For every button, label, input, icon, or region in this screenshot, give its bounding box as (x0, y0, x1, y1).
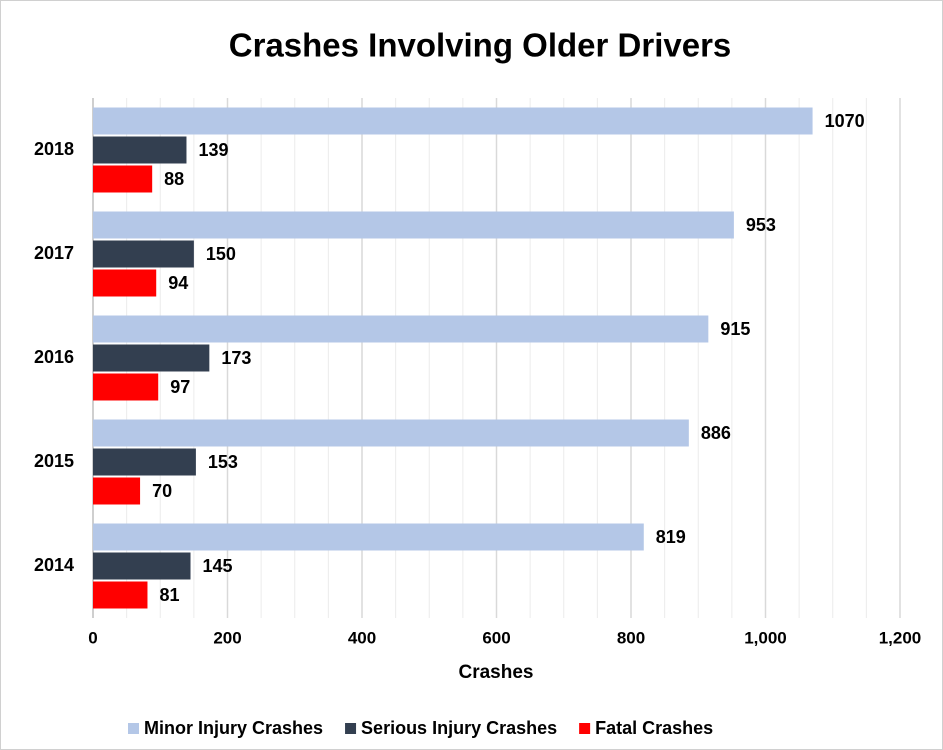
bar (93, 552, 191, 580)
x-tick-label: 1,200 (879, 628, 922, 647)
legend-swatch (128, 723, 139, 734)
data-label: 153 (208, 452, 238, 472)
bar (93, 477, 141, 505)
bar (93, 211, 734, 239)
y-tick-label: 2015 (34, 451, 74, 471)
data-label: 819 (656, 527, 686, 547)
bar (93, 315, 709, 343)
legend-label: Minor Injury Crashes (144, 718, 323, 738)
x-tick-label: 1,000 (744, 628, 787, 647)
data-label: 139 (198, 140, 228, 160)
y-tick-label: 2014 (34, 555, 74, 575)
chart-title: Crashes Involving Older Drivers (229, 27, 732, 64)
legend-label: Serious Injury Crashes (361, 718, 557, 738)
data-label: 150 (206, 244, 236, 264)
x-tick-label: 800 (617, 628, 645, 647)
bar (93, 136, 187, 164)
legend-label: Fatal Crashes (595, 718, 713, 738)
data-label: 70 (152, 481, 172, 501)
y-tick-label: 2016 (34, 347, 74, 367)
bar (93, 344, 210, 372)
x-tick-label: 400 (348, 628, 376, 647)
y-tick-label: 2017 (34, 243, 74, 263)
data-label: 145 (203, 556, 233, 576)
data-label: 915 (720, 319, 750, 339)
data-label: 81 (159, 585, 179, 605)
bar (93, 523, 644, 551)
y-tick-label: 2018 (34, 139, 74, 159)
x-tick-label: 600 (482, 628, 510, 647)
data-label: 173 (221, 348, 251, 368)
bar (93, 240, 194, 268)
data-label: 88 (164, 169, 184, 189)
data-label: 1070 (825, 111, 865, 131)
bar (93, 448, 196, 476)
legend-swatch (579, 723, 591, 734)
bar (93, 107, 813, 135)
bar (93, 269, 157, 297)
data-label: 97 (170, 377, 190, 397)
x-tick-label: 0 (88, 628, 97, 647)
x-axis-label: Crashes (459, 662, 534, 683)
data-label: 953 (746, 215, 776, 235)
x-tick-label: 200 (213, 628, 241, 647)
bar (93, 581, 148, 609)
bar (93, 373, 159, 401)
data-label: 886 (701, 423, 731, 443)
bar (93, 165, 153, 193)
legend-swatch (345, 723, 357, 734)
data-label: 94 (168, 273, 188, 293)
bar (93, 419, 689, 447)
